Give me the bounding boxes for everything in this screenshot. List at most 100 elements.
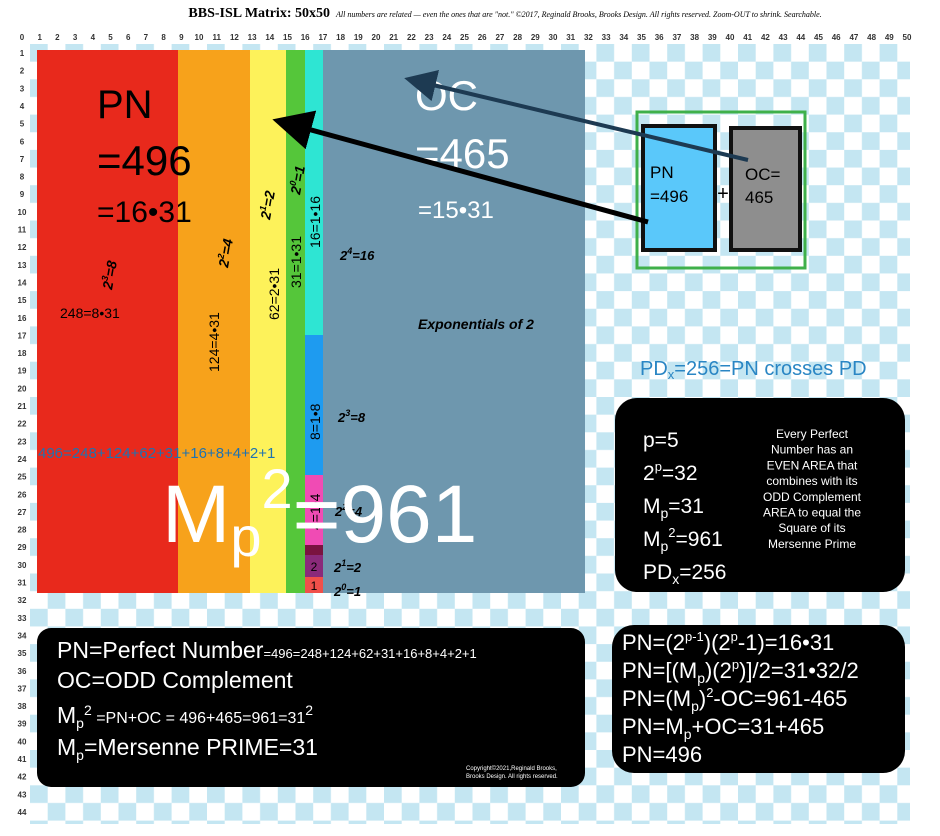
square-label: Mp2=961 bbox=[162, 457, 477, 568]
inset-oc: OC= bbox=[745, 165, 781, 184]
pn-factor: =16•31 bbox=[97, 196, 192, 229]
pn-value: =496 bbox=[97, 137, 192, 184]
column-label: 28 bbox=[513, 33, 522, 42]
note-line: ODD Complement bbox=[763, 490, 862, 504]
text-segment: =4 bbox=[347, 504, 363, 519]
text-segment: -OC=961-465 bbox=[713, 686, 847, 711]
column-label: 40 bbox=[726, 33, 735, 42]
text-segment: =32 bbox=[662, 462, 698, 485]
column-label: 42 bbox=[761, 33, 770, 42]
text-segment: 2 bbox=[261, 457, 292, 520]
text-segment: PN=M bbox=[622, 714, 684, 739]
row-label: 37 bbox=[18, 684, 27, 693]
column-label: 11 bbox=[212, 33, 221, 42]
inset-oc-value: 465 bbox=[745, 188, 773, 207]
note-line: Mersenne Prime bbox=[768, 537, 856, 551]
text-segment: =4 bbox=[217, 237, 236, 256]
column-label: 14 bbox=[265, 33, 274, 42]
pn-title: PN bbox=[97, 83, 153, 127]
column-label: 47 bbox=[849, 33, 858, 42]
orange-area: 124=4•31 bbox=[206, 312, 222, 372]
row-label: 42 bbox=[18, 773, 27, 782]
row-label: 14 bbox=[18, 278, 27, 287]
row-label: 27 bbox=[18, 508, 27, 517]
row-label: 10 bbox=[18, 208, 27, 217]
row-label: 32 bbox=[18, 596, 27, 605]
text-segment: 2 bbox=[334, 504, 343, 519]
pn-box bbox=[641, 124, 717, 252]
formula-line: PN=[(Mp)(2p)]/2=31•32/2 bbox=[622, 657, 859, 686]
text-segment: p=5 bbox=[643, 429, 679, 452]
text-segment: M bbox=[643, 528, 661, 551]
text-segment: =961 bbox=[676, 528, 723, 551]
fact-line: Mp2=961 bbox=[643, 525, 723, 554]
stripes bbox=[37, 50, 585, 593]
column-label: 48 bbox=[867, 33, 876, 42]
gray-exponent: 24=16 bbox=[339, 246, 375, 263]
column-label: 19 bbox=[354, 33, 363, 42]
text-segment: 2 bbox=[305, 702, 313, 718]
gray-exponent: 20=1 bbox=[333, 582, 361, 599]
cyan-area: 16=1•16 bbox=[307, 196, 323, 248]
text-segment: 2 bbox=[84, 702, 92, 718]
column-label: 12 bbox=[230, 33, 239, 42]
column-label: 43 bbox=[779, 33, 788, 42]
text-segment: p-1 bbox=[685, 629, 704, 644]
row-label: 41 bbox=[18, 755, 27, 764]
orange-strip bbox=[178, 50, 250, 593]
column-label: 6 bbox=[126, 33, 131, 42]
row-label: 33 bbox=[18, 614, 27, 623]
column-label: 8 bbox=[161, 33, 166, 42]
column-label: 37 bbox=[672, 33, 681, 42]
text-segment: 3 bbox=[345, 408, 350, 418]
column-label: 22 bbox=[407, 33, 416, 42]
purple-strip bbox=[305, 555, 323, 577]
column-label: 23 bbox=[425, 33, 434, 42]
title: BBS-ISL Matrix: 50x50 bbox=[188, 6, 330, 21]
text-segment: 2 bbox=[99, 280, 116, 292]
text-segment: =16 bbox=[352, 248, 375, 263]
text-segment: PN=Perfect Number bbox=[57, 637, 264, 663]
inset-plus: + bbox=[717, 183, 729, 205]
oc-factor: =15•31 bbox=[418, 197, 494, 224]
column-label: 34 bbox=[619, 33, 628, 42]
green-strip bbox=[286, 50, 305, 593]
oc-area bbox=[323, 50, 585, 593]
gray-exponent: 21=2 bbox=[333, 558, 362, 575]
row-label: 44 bbox=[18, 808, 27, 817]
column-label: 39 bbox=[708, 33, 717, 42]
row-label: 31 bbox=[18, 579, 27, 588]
column-label: 15 bbox=[283, 33, 292, 42]
text-segment: =31 bbox=[668, 495, 704, 518]
legend-line: PN=Perfect Number=496=248+124+62+31+16+8… bbox=[57, 637, 477, 663]
row-label: 11 bbox=[18, 226, 27, 235]
column-label: 5 bbox=[108, 33, 113, 42]
text-segment: 1 bbox=[258, 205, 269, 212]
row-label: 5 bbox=[20, 120, 25, 129]
text-segment: 0 bbox=[288, 180, 299, 187]
column-label: 1 bbox=[37, 33, 42, 42]
text-segment: p bbox=[76, 715, 84, 731]
legend-box bbox=[37, 628, 585, 787]
column-label: 24 bbox=[442, 33, 451, 42]
text-segment: PN=496 bbox=[622, 742, 702, 767]
note-line: Square of its bbox=[778, 521, 845, 535]
text-segment: PD bbox=[643, 561, 672, 584]
blue-area: 8=1•8 bbox=[307, 403, 323, 440]
fact-line: 2p=32 bbox=[643, 459, 698, 485]
note-line: combines with its bbox=[766, 474, 857, 488]
note-line: EVEN AREA that bbox=[767, 458, 858, 472]
text-segment: p bbox=[697, 670, 705, 686]
row-label: 13 bbox=[18, 261, 27, 270]
row-label: 29 bbox=[18, 543, 27, 552]
oc-box bbox=[729, 126, 802, 252]
column-label: 31 bbox=[566, 33, 575, 42]
row-label: 15 bbox=[18, 296, 27, 305]
crossing-label: PDx=256=PN crosses PD bbox=[640, 358, 867, 382]
text-segment: 2 bbox=[215, 253, 226, 261]
text-segment: 3 bbox=[100, 275, 111, 282]
blue-strip bbox=[305, 335, 323, 475]
row-label: 24 bbox=[18, 455, 27, 464]
text-segment: =256 bbox=[679, 561, 726, 584]
